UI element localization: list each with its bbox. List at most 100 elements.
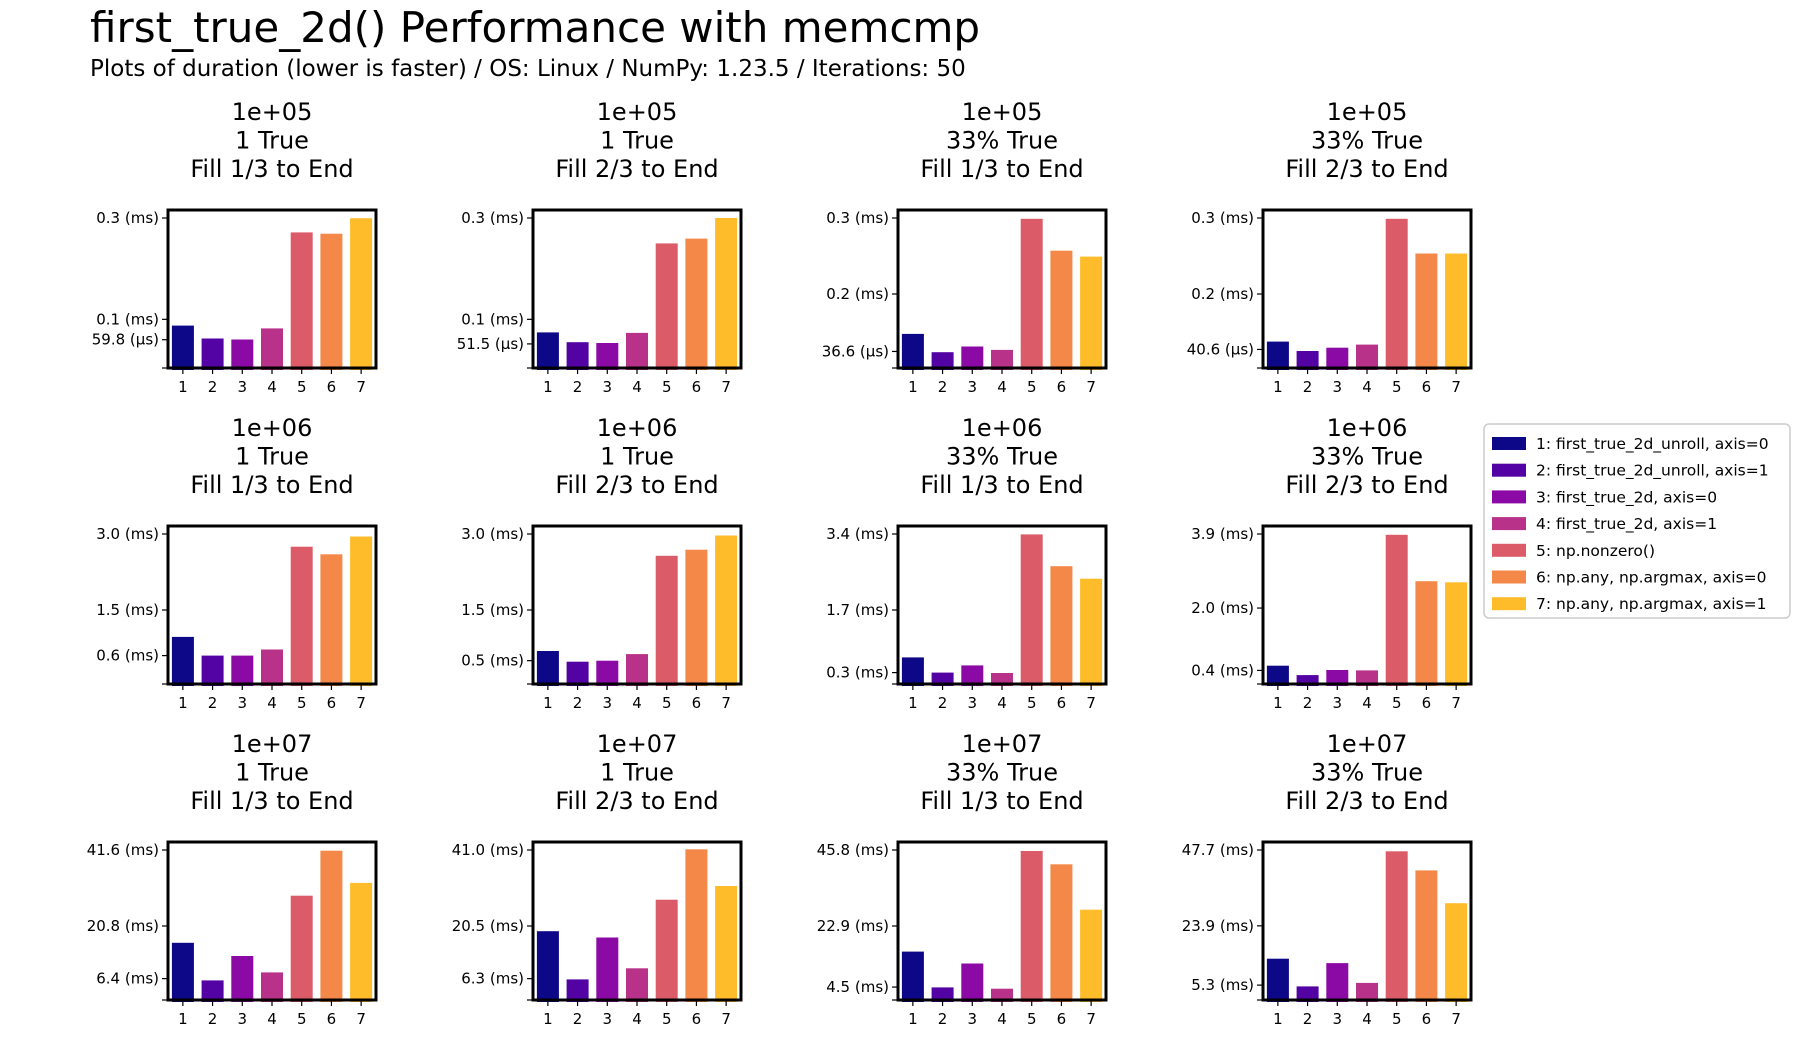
y-tick-label: 5.3 (ms) (1191, 976, 1254, 994)
legend-item: 6: np.any, np.argmax, axis=0 (1492, 569, 1767, 587)
bar (961, 963, 984, 1002)
panel-title-line: 1e+06 (232, 414, 313, 442)
panel-title-line: 1e+05 (232, 98, 313, 126)
x-tick-label: 3 (1333, 1010, 1343, 1028)
x-tick-label: 2 (938, 378, 948, 396)
main-title: first_true_2d() Performance with memcmp (90, 3, 980, 52)
bar (596, 937, 619, 1002)
x-tick-label: 2 (1303, 694, 1313, 712)
panel-title-line: Fill 1/3 to End (920, 471, 1083, 499)
bar (655, 243, 678, 370)
x-tick-label: 1 (178, 1010, 188, 1028)
legend-label: 1: first_true_2d_unroll, axis=0 (1536, 435, 1769, 454)
panel-title-line: Fill 1/3 to End (190, 155, 353, 183)
panel-title-line: 33% True (946, 443, 1058, 471)
x-tick-label: 2 (938, 694, 948, 712)
panel-title-line: 33% True (946, 759, 1058, 787)
bar (261, 328, 283, 370)
panel-title-line: Fill 1/3 to End (190, 787, 353, 815)
x-tick-label: 1 (1273, 378, 1283, 396)
legend-swatch (1492, 517, 1526, 531)
bar (901, 333, 924, 370)
x-tick-label: 1 (178, 694, 188, 712)
legend-label: 3: first_true_2d, axis=0 (1536, 488, 1717, 507)
bar (1385, 534, 1408, 686)
bar (1296, 351, 1319, 370)
bar (261, 649, 283, 686)
panel-title-line: 1 True (600, 127, 674, 155)
panel-title-line: 1 True (235, 127, 309, 155)
y-tick-label: 0.3 (ms) (826, 209, 889, 227)
x-tick-label: 6 (692, 378, 702, 396)
bar (231, 655, 254, 686)
bar (596, 660, 619, 686)
y-tick-label: 0.4 (ms) (1191, 661, 1254, 679)
x-tick-label: 5 (1392, 694, 1402, 712)
bar (290, 546, 313, 686)
x-tick-label: 6 (1422, 378, 1432, 396)
x-tick-label: 5 (1392, 378, 1402, 396)
x-tick-label: 3 (968, 694, 978, 712)
bar (1020, 534, 1043, 686)
x-tick-label: 4 (1362, 378, 1372, 396)
x-tick-label: 6 (327, 694, 337, 712)
x-tick-label: 4 (997, 1010, 1007, 1028)
x-tick-label: 7 (356, 1010, 366, 1028)
panel-title-line: 1 True (600, 443, 674, 471)
x-tick-label: 7 (1451, 378, 1461, 396)
bar (1266, 341, 1289, 370)
bar (1415, 870, 1438, 1002)
plot-frame (896, 524, 1108, 686)
y-tick-label: 45.8 (ms) (817, 841, 889, 859)
x-tick-label: 3 (968, 1010, 978, 1028)
panel-title-line: 1e+06 (962, 414, 1043, 442)
x-tick-label: 5 (1027, 1010, 1037, 1028)
x-tick-label: 3 (1333, 694, 1343, 712)
y-tick-label: 6.4 (ms) (96, 970, 159, 988)
bar (1050, 566, 1073, 686)
x-tick-label: 4 (632, 378, 642, 396)
x-tick-label: 1 (543, 1010, 553, 1028)
bar (1415, 253, 1438, 370)
legend-item: 4: first_true_2d, axis=1 (1492, 515, 1717, 534)
y-tick-label: 20.8 (ms) (87, 917, 159, 935)
x-tick-label: 5 (662, 694, 672, 712)
bar (536, 651, 559, 686)
legend-swatch (1492, 597, 1526, 611)
bar (320, 233, 343, 370)
plot-frame (896, 840, 1108, 1002)
bar (1385, 851, 1408, 1002)
plot-frame (166, 840, 378, 1002)
x-tick-label: 6 (327, 378, 337, 396)
bar (1296, 986, 1319, 1002)
legend-label: 4: first_true_2d, axis=1 (1536, 515, 1717, 534)
bar (171, 325, 194, 370)
bar (320, 850, 343, 1002)
bar (991, 349, 1013, 370)
x-tick-label: 4 (1362, 1010, 1372, 1028)
bar (715, 535, 738, 686)
x-tick-label: 2 (938, 1010, 948, 1028)
bar (290, 232, 313, 370)
y-tick-label: 4.5 (ms) (826, 978, 889, 996)
bar (1445, 903, 1468, 1002)
y-tick-label: 41.0 (ms) (452, 841, 524, 859)
x-tick-label: 5 (297, 1010, 307, 1028)
x-tick-label: 4 (267, 1010, 277, 1028)
y-tick-label: 59.8 (µs) (92, 331, 159, 349)
bar (931, 987, 954, 1002)
panel-title-line: 1 True (235, 443, 309, 471)
x-tick-label: 4 (997, 694, 1007, 712)
bar (1020, 218, 1043, 370)
y-tick-label: 0.1 (ms) (461, 310, 524, 328)
x-tick-label: 1 (908, 694, 918, 712)
legend-swatch (1492, 570, 1526, 584)
x-tick-label: 7 (1086, 378, 1096, 396)
